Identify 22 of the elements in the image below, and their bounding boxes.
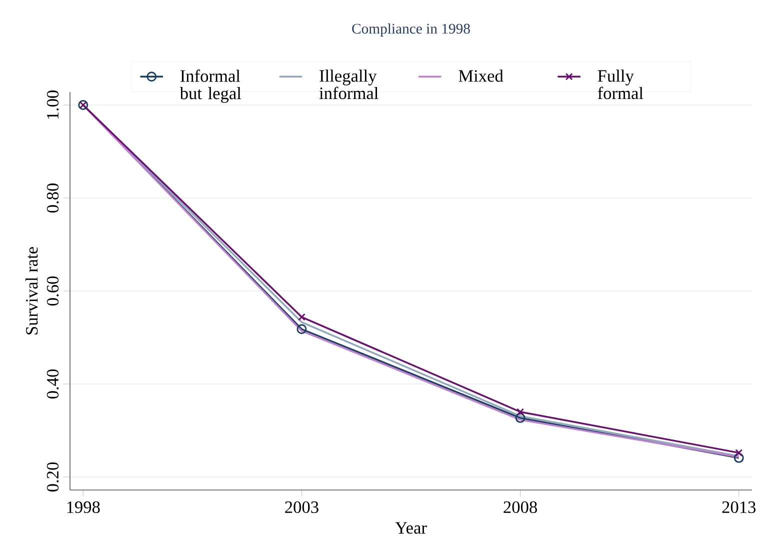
- legend-label: Fully formal: [598, 70, 644, 100]
- y-tick-label: 0.20: [46, 462, 59, 492]
- y-tick-label: 0.80: [46, 183, 59, 212]
- legend-title: Compliance in 1998: [352, 23, 470, 37]
- y-tick-label: 0.60: [46, 276, 59, 306]
- x-axis-title: Year: [395, 522, 427, 534]
- point: [515, 412, 526, 423]
- point: [734, 452, 744, 463]
- y-axis-title: Survival rate: [26, 247, 38, 334]
- point: [296, 324, 307, 334]
- x-tick-label: 2003: [285, 501, 318, 514]
- x-tick-label: 2008: [504, 501, 537, 514]
- legend-label: Illegally informal: [319, 70, 378, 100]
- x-tick-label: 1998: [67, 501, 100, 514]
- legend-label: Mixed: [458, 70, 504, 82]
- y-tick-label: 1.00: [46, 90, 59, 119]
- point: [516, 408, 524, 416]
- x-tick-label: 2013: [722, 501, 756, 514]
- y-tick-label: 0.40: [46, 369, 59, 398]
- legend-label: Informal but legal: [180, 70, 242, 103]
- point: [298, 313, 306, 321]
- point: [735, 449, 743, 457]
